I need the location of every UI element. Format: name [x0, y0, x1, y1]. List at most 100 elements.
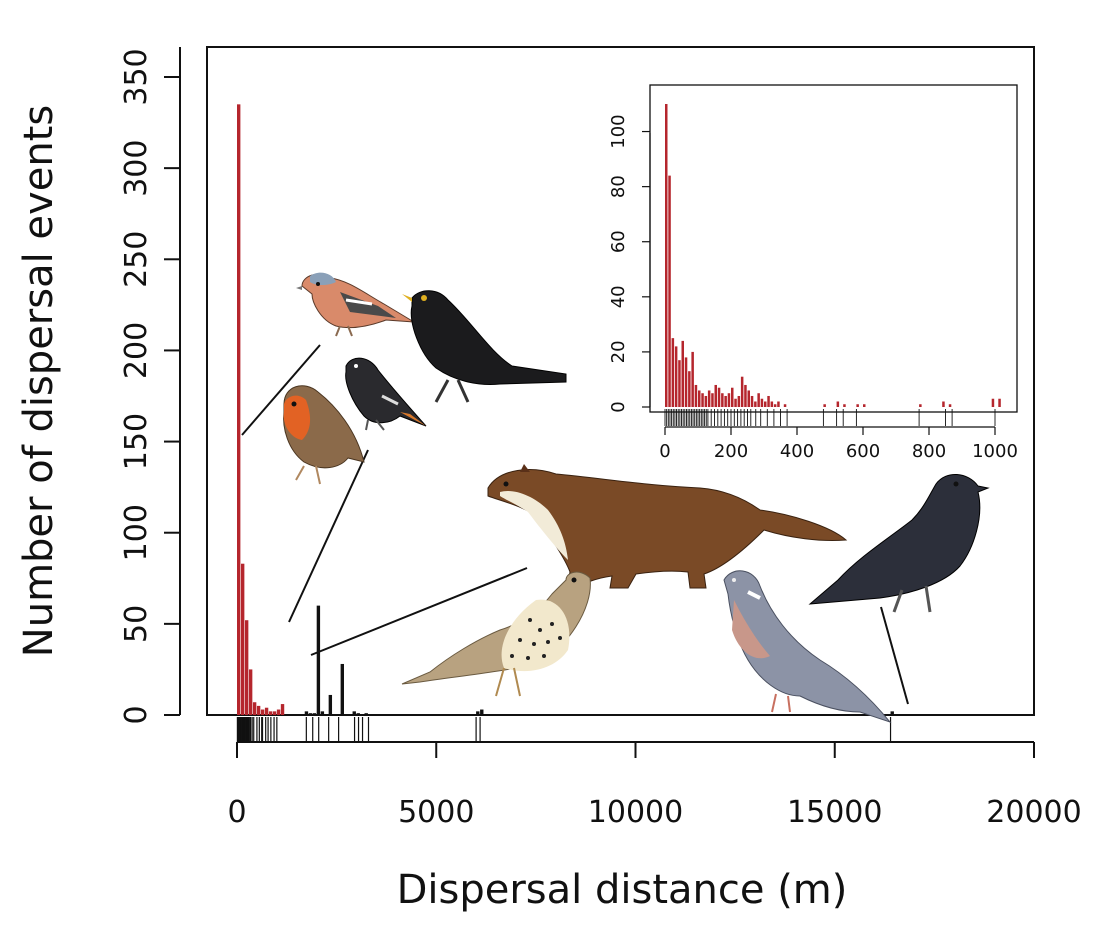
inset-rug [664, 409, 996, 426]
main-bar [272, 711, 277, 715]
inset-bar [773, 404, 777, 407]
main-bar [328, 694, 333, 715]
inset-bar [783, 404, 787, 407]
inset-plot-frame [649, 84, 1018, 413]
inset-x-tick-label: 800 [912, 441, 946, 462]
inset-y-tick-label: 0 [608, 401, 629, 412]
chaffinch-illustration [296, 272, 415, 337]
inset-bar [731, 387, 734, 407]
main-y-tick-label: 0 [119, 705, 154, 724]
main-bar [304, 711, 309, 715]
main-bars [237, 104, 894, 716]
main-y-tick-label: 250 [119, 231, 154, 288]
robin-illustration [283, 385, 365, 485]
pointer-lines [241, 344, 909, 705]
main-y-tick-label: 300 [119, 140, 154, 197]
inset-bar [767, 395, 770, 407]
inset-bar [701, 393, 704, 407]
main-y-tick-label: 350 [119, 48, 154, 105]
inset-bar [665, 104, 668, 407]
main-bar [252, 702, 257, 715]
inset-bar [744, 384, 747, 407]
inset-bar [843, 404, 846, 407]
inset-bar [704, 395, 708, 407]
inset-x-tick-label: 600 [846, 441, 880, 462]
main-bar [352, 711, 356, 715]
main-plot-frame [206, 46, 1035, 716]
inset-bar [671, 338, 675, 407]
main-bar [240, 563, 245, 715]
inset-y-tick-label: 40 [608, 285, 629, 308]
inset-bar [760, 398, 764, 407]
mistle-thrush-illustration [401, 571, 591, 697]
main-bar [356, 713, 360, 715]
inset-bar [668, 175, 671, 407]
main-y-tick-label: 200 [119, 322, 154, 379]
pine-marten-illustration [487, 464, 848, 589]
inset-bar [721, 393, 724, 407]
main-bar [316, 605, 321, 715]
black-redstart-illustration [345, 357, 427, 431]
inset-x-tick-label: 0 [659, 441, 670, 462]
inset-bar [698, 390, 701, 407]
inset-bar [691, 351, 694, 407]
main-bar [480, 709, 484, 715]
main-y-tick-label: 150 [119, 413, 154, 470]
inset-bar [836, 401, 840, 407]
carrion-crow-illustration [808, 474, 990, 613]
blackbird-illustration [402, 290, 567, 403]
inset-bar [863, 404, 866, 407]
inset-bar [711, 393, 714, 407]
inset-x-tick-label: 400 [780, 441, 814, 462]
main-x-tick-label: 10000 [588, 795, 683, 830]
inset-bar [770, 401, 774, 407]
inset-bar [694, 384, 698, 407]
inset-bar [717, 387, 721, 407]
inset-bar [724, 395, 727, 407]
inset-y-tick-label: 60 [608, 230, 629, 253]
inset-bar [856, 404, 859, 407]
main-bar [264, 707, 269, 715]
main-bar [280, 704, 285, 715]
main-bar [276, 709, 281, 715]
inset-bar [777, 401, 780, 407]
inset-bar [948, 404, 952, 407]
main-y-tick-label: 50 [119, 605, 154, 643]
inset-bar [991, 398, 995, 407]
inset-bar [727, 393, 731, 407]
inset-bar [674, 346, 678, 407]
main-bar [248, 669, 253, 715]
inset-bar [734, 398, 737, 407]
inset-bar [740, 376, 744, 407]
pointer-line-redstart [288, 449, 369, 623]
inset-x-tick-label: 200 [714, 441, 748, 462]
main-bar [340, 663, 344, 715]
main-bar [237, 104, 241, 716]
main-x-tick-label: 5000 [398, 795, 474, 830]
inset-bar [684, 357, 688, 407]
inset-bar [681, 340, 684, 407]
wood-pigeon-illustration [723, 570, 892, 724]
inset-bar [757, 393, 760, 407]
pointer-line-marten [310, 567, 528, 656]
main-bar [890, 711, 894, 715]
inset-bars [665, 104, 1001, 407]
main-bar [260, 709, 265, 715]
pointer-line-crow [880, 606, 909, 705]
inset-bar [750, 395, 754, 407]
main-x-tick-label: 20000 [986, 795, 1081, 830]
main-bar [308, 713, 313, 715]
inset-bar [998, 398, 1001, 407]
main-y-tick-label: 100 [119, 504, 154, 561]
main-bar [320, 711, 325, 715]
pointer-line-songbirds [241, 344, 321, 436]
main-x-tick-label: 15000 [787, 795, 882, 830]
main-bar [256, 705, 261, 715]
main-bar [364, 713, 368, 715]
inset-x-tick-label: 1000 [972, 441, 1018, 462]
main-bar [312, 713, 317, 715]
